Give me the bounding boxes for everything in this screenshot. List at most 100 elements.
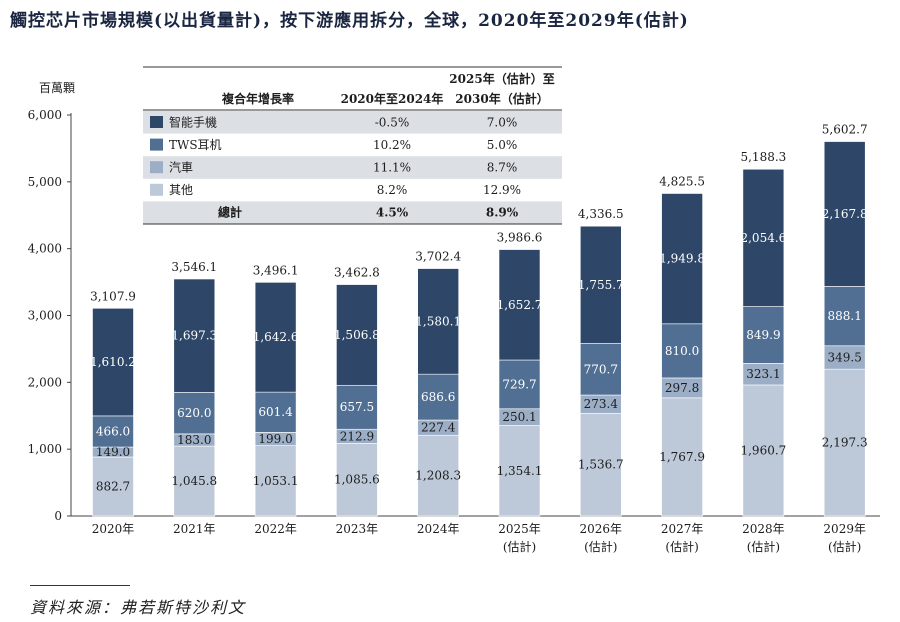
segment-value-label: 1,755.7 xyxy=(578,278,624,292)
cagr-value-col1: 10.2% xyxy=(373,138,411,152)
cagr-value-col2: 8.7% xyxy=(487,161,518,175)
cagr-header-col2-line1: 2025年（估計）至 xyxy=(449,71,554,86)
segment-value-label: 349.5 xyxy=(828,350,862,364)
bar-segment-tws xyxy=(579,343,622,396)
segment-value-label: 250.1 xyxy=(502,410,536,424)
cagr-value-col1: 4.5% xyxy=(376,206,409,220)
bar-segment-other xyxy=(173,445,216,517)
y-tick-label: 1,000 xyxy=(28,442,62,456)
y-tick-label: 4,000 xyxy=(28,242,62,256)
segment-value-label: 1,354.1 xyxy=(497,464,543,478)
cagr-value-col2: 7.0% xyxy=(487,115,518,129)
bar-total-label: 4,336.5 xyxy=(578,207,624,221)
bar-segment-smartphone xyxy=(498,249,541,361)
segment-value-label: 1,697.3 xyxy=(171,329,217,343)
y-tick-label: 5,000 xyxy=(28,175,62,189)
segment-value-label: 601.4 xyxy=(258,405,293,419)
cagr-header-label: 複合年增長率 xyxy=(221,91,294,106)
x-tick-label: 2028年 xyxy=(742,522,785,536)
segment-value-label: 882.7 xyxy=(96,480,130,494)
bar-total-label: 3,702.4 xyxy=(415,250,461,264)
segment-value-label: 149.0 xyxy=(96,445,130,459)
cagr-header-col1: 2020年至2024年 xyxy=(341,91,444,106)
legend-label: 其他 xyxy=(169,183,193,197)
cagr-total-label: 總計 xyxy=(218,205,242,220)
segment-value-label: 810.0 xyxy=(665,344,699,358)
segment-value-label: 849.9 xyxy=(746,328,780,342)
bar-segment-tws xyxy=(661,323,703,379)
legend-label: 汽車 xyxy=(169,160,193,175)
segment-value-label: 2,054.6 xyxy=(740,231,786,245)
bar-segment-other xyxy=(742,384,785,517)
source-note: 資料來源：弗若斯特沙利文 xyxy=(30,598,247,617)
cagr-value-col1: 11.1% xyxy=(373,161,411,175)
x-tick-note: (估計) xyxy=(747,539,780,554)
cagr-value-col2: 8.9% xyxy=(486,206,519,220)
bar-segment-smartphone xyxy=(173,278,216,393)
cagr-row-shade xyxy=(143,156,562,179)
legend-swatch xyxy=(150,138,163,151)
segment-value-label: 2,197.3 xyxy=(822,436,868,450)
legend-label: TWS耳机 xyxy=(169,138,222,152)
bar-segment-smartphone xyxy=(579,225,622,344)
x-tick-label: 2021年 xyxy=(173,522,216,536)
segment-value-label: 1,949.8 xyxy=(659,252,705,266)
x-tick-label: 2022年 xyxy=(254,522,297,536)
segment-value-label: 1,045.8 xyxy=(171,474,217,488)
cagr-header-col2-line2: 2030年（估計） xyxy=(455,91,548,106)
segment-value-label: 620.0 xyxy=(177,406,211,420)
bar-segment-other xyxy=(579,412,622,517)
y-tick-label: 3,000 xyxy=(28,309,62,323)
bar-segment-tws xyxy=(498,359,541,410)
bar-segment-tws xyxy=(823,286,866,347)
bar-segment-smartphone xyxy=(417,268,460,375)
bar-segment-smartphone xyxy=(661,193,703,325)
bar-total-label: 3,107.9 xyxy=(90,289,136,303)
segment-value-label: 1,208.3 xyxy=(415,469,461,483)
segment-value-label: 183.0 xyxy=(177,433,211,447)
legend-label: 智能手機 xyxy=(169,114,217,129)
segment-value-label: 1,642.6 xyxy=(253,330,299,344)
x-tick-label: 2020年 xyxy=(92,522,135,536)
bar-segment-smartphone xyxy=(92,307,134,417)
x-tick-note: (估計) xyxy=(828,539,861,554)
segment-value-label: 212.9 xyxy=(340,429,374,443)
x-tick-label: 2026年 xyxy=(580,522,623,536)
legend-swatch xyxy=(150,183,163,196)
page-title: 觸控芯片市場規模(以出貨量計)，按下游應用拆分，全球，2020年至2029年(估… xyxy=(10,11,689,31)
bar-segment-tws xyxy=(417,373,460,421)
bar-segment-tws xyxy=(173,392,216,435)
segment-value-label: 1,053.1 xyxy=(253,474,299,488)
bar-segment-other xyxy=(823,368,866,517)
segment-value-label: 1,506.8 xyxy=(334,328,380,342)
y-tick-label: 0 xyxy=(54,509,62,523)
y-axis-unit-label: 百萬顆 xyxy=(39,81,75,95)
bar-total-label: 5,602.7 xyxy=(822,123,868,137)
segment-value-label: 1,536.7 xyxy=(578,458,624,472)
bar-total-label: 3,462.8 xyxy=(334,266,380,280)
bar-segment-other xyxy=(417,434,460,517)
segment-value-label: 686.6 xyxy=(421,390,455,404)
segment-value-label: 273.4 xyxy=(584,397,619,411)
bar-segment-smartphone xyxy=(742,168,785,307)
bar-segment-smartphone xyxy=(254,282,297,393)
stacked-bar-chart: 百萬顆 0 1,000 2,000 3,000 4,000 5,000 6,000 882.7 1… xyxy=(28,66,880,554)
cagr-value-col1: -0.5% xyxy=(375,115,410,129)
bar-segment-other xyxy=(92,456,134,517)
bar-total-label: 3,546.1 xyxy=(171,260,217,274)
segment-value-label: 1,085.6 xyxy=(334,473,380,487)
bar-segment-other xyxy=(661,397,703,517)
cagr-row-shade xyxy=(143,201,562,224)
bar-total-label: 4,825.5 xyxy=(659,174,705,188)
x-tick-label: 2024年 xyxy=(417,522,460,536)
bar-segment-tws xyxy=(254,391,297,433)
x-tick-note: (估計) xyxy=(665,539,698,554)
segment-value-label: 1,652.7 xyxy=(497,298,543,312)
bar-segment-tws xyxy=(742,306,785,364)
source-divider xyxy=(30,585,130,586)
bar-segment-smartphone xyxy=(823,141,866,287)
bar-segment-smartphone xyxy=(336,284,378,386)
segment-value-label: 1,960.7 xyxy=(740,443,786,457)
segment-value-label: 1,610.2 xyxy=(90,355,136,369)
y-tick-label: 6,000 xyxy=(28,108,62,122)
